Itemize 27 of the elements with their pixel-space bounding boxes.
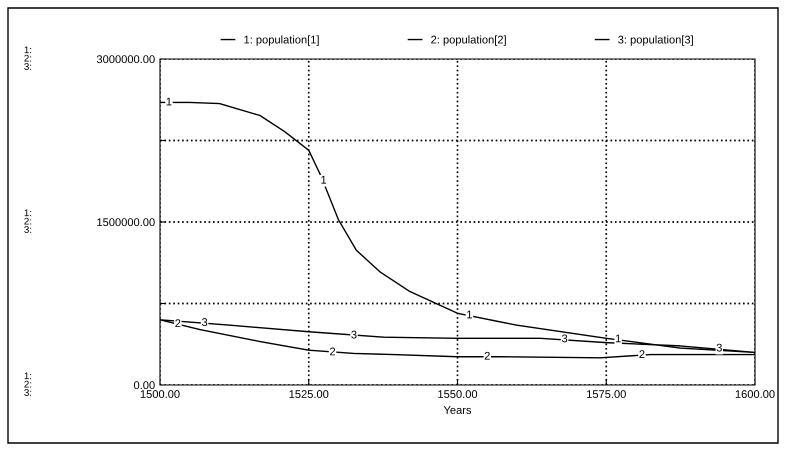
annotation: 2 (330, 348, 336, 356)
annotation: 2 (484, 352, 490, 360)
y-tick-label: 1500000.00 (97, 218, 155, 226)
annotation: 1 (321, 176, 326, 184)
annotation: 3 (562, 334, 568, 342)
text: 1: 2: 3: (24, 372, 32, 396)
annotation: 3 (716, 344, 722, 352)
y-tick-label: 3000000.00 (96, 55, 155, 64)
x-tick-label: 1600.00 (736, 390, 775, 398)
x-tick-label: 1575.00 (587, 390, 626, 398)
legend-label: 3: population[3] (618, 35, 693, 46)
text: 1: 2: 3: (24, 46, 32, 70)
annotation: 2 (639, 350, 644, 358)
annotation: 1 (166, 98, 172, 106)
annotation: 1 (467, 310, 472, 318)
legend-label: 2: population[2] (431, 35, 506, 46)
x-axis-title: Years (444, 406, 472, 414)
text: 1: 2: 3: (24, 209, 32, 233)
annotation: 3 (202, 318, 208, 326)
legend-label: 1: population[1] (244, 35, 319, 46)
x-tick-label: 1525.00 (290, 390, 328, 398)
x-tick-label: 1500.00 (140, 390, 180, 398)
annotation: 2 (175, 319, 180, 328)
x-tick-label: 1550.00 (438, 390, 478, 398)
y-tick-label: 0.00 (134, 381, 155, 390)
annotation: 3 (351, 330, 357, 339)
annotation: 1 (616, 334, 621, 342)
